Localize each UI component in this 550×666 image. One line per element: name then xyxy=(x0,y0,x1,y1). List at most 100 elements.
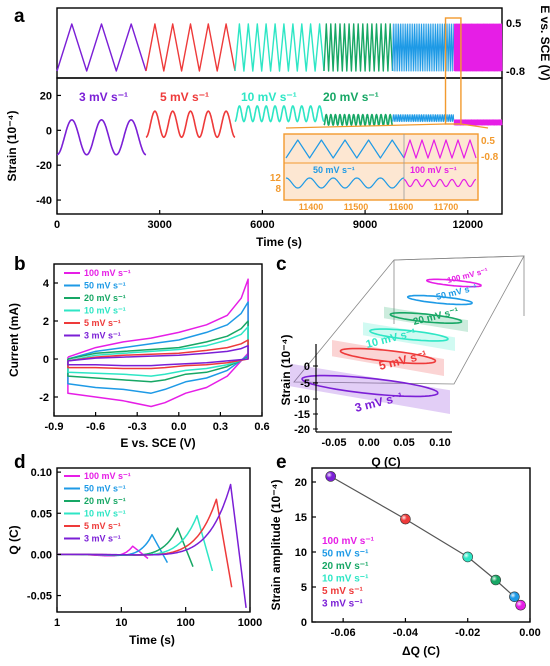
y-tick-label: 2 xyxy=(43,316,49,328)
y-tick-label: 10 xyxy=(295,547,307,559)
x-tick-label: 0.0 xyxy=(171,421,186,433)
amp-legend-entry: 100 mV s⁻¹ xyxy=(322,536,375,547)
amp-point-highlight xyxy=(400,514,411,525)
amp-legend-entry: 5 mV s⁻¹ xyxy=(322,586,364,597)
x-axis-label: Time (s) xyxy=(129,633,175,647)
c-loop xyxy=(301,374,439,398)
cv-legend-entry: 50 mV s⁻¹ xyxy=(84,281,126,291)
zoom-box xyxy=(444,17,462,125)
c-box-edge xyxy=(393,255,525,316)
strain-trace xyxy=(56,119,147,156)
cv-legend-entry: 10 mV s⁻¹ xyxy=(84,306,126,316)
panel-letter: c xyxy=(276,254,287,275)
x-tick-label: 1000 xyxy=(238,617,262,629)
y-axis-label: Current (mA) xyxy=(7,303,21,377)
c-x-tick: -0.05 xyxy=(321,437,346,449)
x-tick-label: 0.6 xyxy=(254,421,269,433)
c-x-axis-label: Q (C) xyxy=(371,455,400,469)
c-y-axis-label: Strain (10⁻⁴) xyxy=(279,335,293,406)
x-tick-label: 10 xyxy=(115,617,127,629)
q-legend-entry: 20 mV s⁻¹ xyxy=(84,496,126,506)
y-tick-label: 0 xyxy=(46,125,52,137)
x-tick-label: 1 xyxy=(54,617,60,629)
q-trace xyxy=(57,527,194,567)
cv-legend-entry: 100 mV s⁻¹ xyxy=(84,268,131,278)
panel-letter: e xyxy=(276,452,287,473)
strain-trace xyxy=(392,114,455,123)
strain-frame xyxy=(56,77,503,215)
q-legend-entry: 100 mV s⁻¹ xyxy=(84,471,131,481)
rate-label: 10 mV s⁻¹ xyxy=(241,90,297,104)
cv-loop xyxy=(67,344,249,367)
y-tick-label: 4 xyxy=(43,278,50,290)
inset-x-tick: 11500 xyxy=(344,202,369,212)
inset-x-tick: 11600 xyxy=(389,202,414,212)
zoom-arrow xyxy=(285,123,446,129)
cv-frame xyxy=(53,263,263,417)
q-trace xyxy=(57,514,214,572)
strain-trace xyxy=(323,113,394,126)
x-tick-label: 9000 xyxy=(353,219,377,231)
x-tick-label: -0.06 xyxy=(331,627,356,639)
x-tick-label: 12000 xyxy=(452,219,483,231)
amp-legend-entry: 50 mV s⁻¹ xyxy=(322,549,369,560)
x-tick-label: 100 xyxy=(176,617,194,629)
y-axis-label: Strain amplitude (10⁻⁴) xyxy=(269,480,283,611)
inset-strain-50 xyxy=(285,177,405,189)
y-axis-label: Q (C) xyxy=(7,525,21,554)
c-y-tick: -20 xyxy=(294,424,310,436)
panel-letter: d xyxy=(14,452,26,473)
amp-point-highlight xyxy=(509,591,520,602)
amp-legend-entry: 3 mV s⁻¹ xyxy=(322,599,364,610)
x-tick-label: 0 xyxy=(54,219,60,231)
y-tick-label: 0 xyxy=(301,617,307,629)
inset-legend: 100 mV s⁻¹ xyxy=(410,165,457,175)
x-axis-label: ΔQ (C) xyxy=(402,644,440,658)
strain-axis-label: Strain (10⁻⁴) xyxy=(5,111,19,182)
inset-potential-50 xyxy=(285,139,405,159)
y-tick-label: 0.05 xyxy=(31,508,52,520)
strain-trace xyxy=(145,110,236,139)
x-tick-label: 0.3 xyxy=(213,421,228,433)
inset-left-label: 12 xyxy=(270,173,282,184)
y-tick-label: -20 xyxy=(36,160,52,172)
x-tick-label: 0.00 xyxy=(519,627,540,639)
x-tick-label: -0.9 xyxy=(45,421,64,433)
inset-right-label: -0.8 xyxy=(481,152,499,163)
y-tick-label: 5 xyxy=(301,582,307,594)
c-y-tick: 0 xyxy=(304,361,310,373)
cv-legend-entry: 5 mV s⁻¹ xyxy=(84,318,121,328)
inset-potential-100 xyxy=(403,139,477,159)
c-y-tick: -5 xyxy=(300,378,310,390)
c-loop xyxy=(425,278,482,288)
q-legend-entry: 3 mV s⁻¹ xyxy=(84,534,121,544)
y-tick-label: 20 xyxy=(40,90,52,102)
x-tick-label: -0.6 xyxy=(86,421,105,433)
c-loop xyxy=(369,328,449,342)
c-loop xyxy=(339,347,437,365)
c-loop xyxy=(406,294,474,306)
q-legend-entry: 10 mV s⁻¹ xyxy=(84,509,126,519)
c-loop xyxy=(389,311,463,325)
q-legend-entry: 5 mV s⁻¹ xyxy=(84,521,121,531)
x-tick-label: -0.3 xyxy=(128,421,147,433)
y-tick-label: -0.05 xyxy=(27,591,52,603)
strain-trace xyxy=(234,105,325,123)
y-tick-label: 15 xyxy=(295,512,307,524)
c-y-tick: -15 xyxy=(294,409,310,421)
inset-legend: 50 mV s⁻¹ xyxy=(313,165,355,175)
y-tick-label: 0.10 xyxy=(31,467,52,479)
rate-label: 20 mV s⁻¹ xyxy=(323,90,379,104)
y-tick-label: 0 xyxy=(43,354,49,366)
c-y-tick: -10 xyxy=(294,394,310,406)
x-axis-label: Time (s) xyxy=(256,235,302,249)
y-tick-label: 0.00 xyxy=(31,549,52,561)
potential-trace xyxy=(392,23,455,72)
q-trace xyxy=(57,483,247,608)
x-tick-label: 6000 xyxy=(250,219,274,231)
x-axis-label: E vs. SCE (V) xyxy=(120,436,195,450)
inset-box xyxy=(283,133,479,201)
x-tick-label: -0.02 xyxy=(455,627,480,639)
inset-left-label: 8 xyxy=(275,184,281,195)
